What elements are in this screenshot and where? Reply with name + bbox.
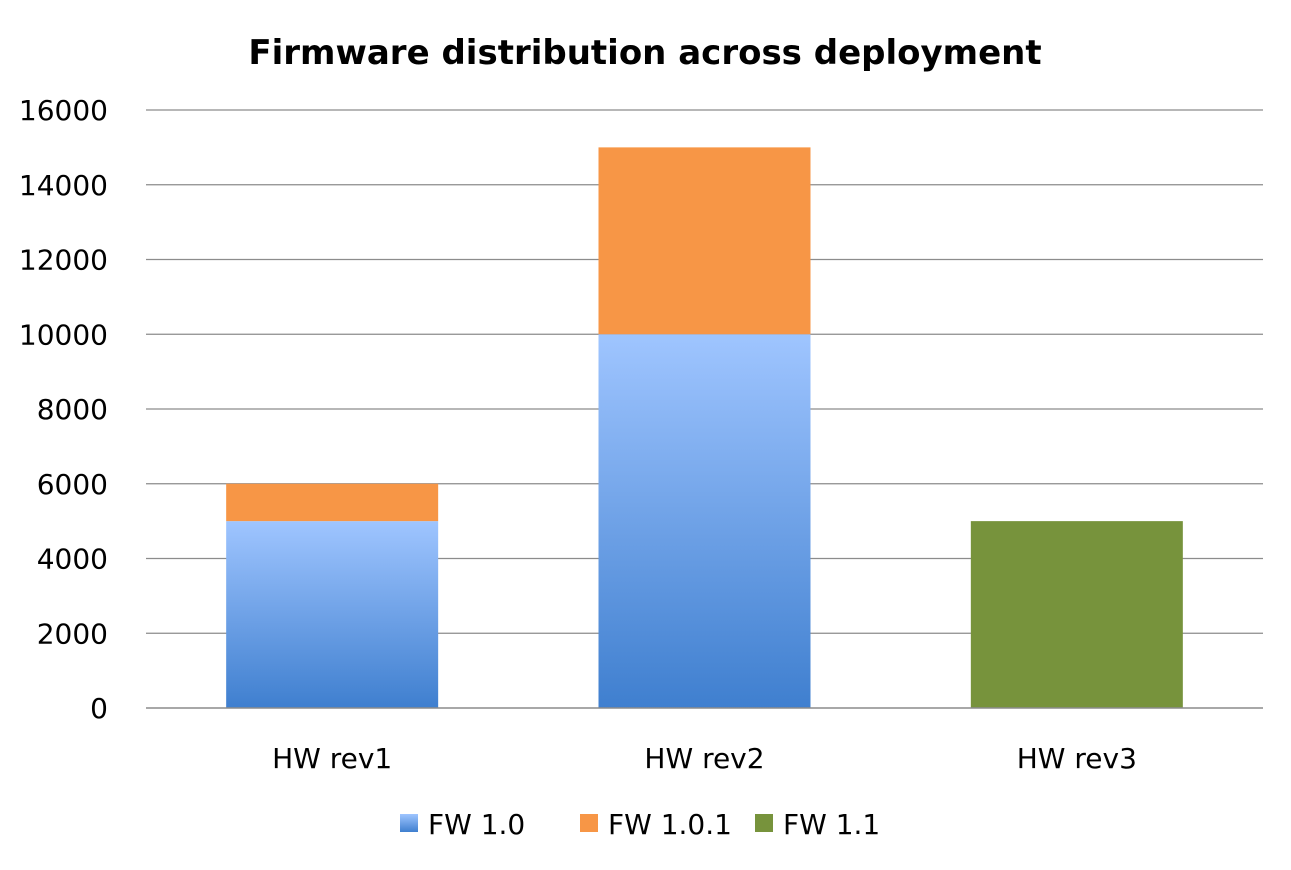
legend-swatch xyxy=(580,814,598,832)
bar-fw-1-0-1-hw-rev2 xyxy=(598,147,811,335)
x-axis-categories: HW rev1 HW rev2 HW rev3 xyxy=(272,742,1137,775)
bar-fw-1-0-1-hw-rev1 xyxy=(226,483,439,522)
y-tick-label: 4000 xyxy=(37,543,108,576)
legend-label: FW 1.0 xyxy=(428,808,525,841)
y-tick-label: 10000 xyxy=(19,318,108,351)
y-tick-label: 12000 xyxy=(19,244,108,277)
y-tick-label: 14000 xyxy=(19,169,108,202)
legend-item: FW 1.0 xyxy=(400,808,525,841)
y-axis-ticks: 0 2000 4000 6000 8000 10000 12000 14000 16000 xyxy=(19,94,108,725)
y-tick-label: 2000 xyxy=(37,617,108,650)
bar-fw-1-0-hw-rev1 xyxy=(226,521,439,708)
legend-label: FW 1.1 xyxy=(783,808,880,841)
y-tick-label: 16000 xyxy=(19,94,108,127)
x-category-label: HW rev3 xyxy=(1017,742,1137,775)
legend-label: FW 1.0.1 xyxy=(608,808,732,841)
x-category-label: HW rev2 xyxy=(644,742,764,775)
legend-swatch xyxy=(755,814,773,832)
legend: FW 1.0 FW 1.0.1 FW 1.1 xyxy=(400,808,880,841)
x-category-label: HW rev1 xyxy=(272,742,392,775)
bar-fw-1-1-hw-rev3 xyxy=(970,521,1183,708)
chart-title: Firmware distribution across deployment xyxy=(248,33,1041,73)
y-tick-label: 6000 xyxy=(37,468,108,501)
y-tick-label: 0 xyxy=(90,692,108,725)
legend-item: FW 1.1 xyxy=(755,808,880,841)
bars xyxy=(226,147,1183,708)
bar-fw-1-0-hw-rev2 xyxy=(598,334,811,708)
legend-item: FW 1.0.1 xyxy=(580,808,732,841)
y-tick-label: 8000 xyxy=(37,393,108,426)
legend-swatch xyxy=(400,814,418,832)
